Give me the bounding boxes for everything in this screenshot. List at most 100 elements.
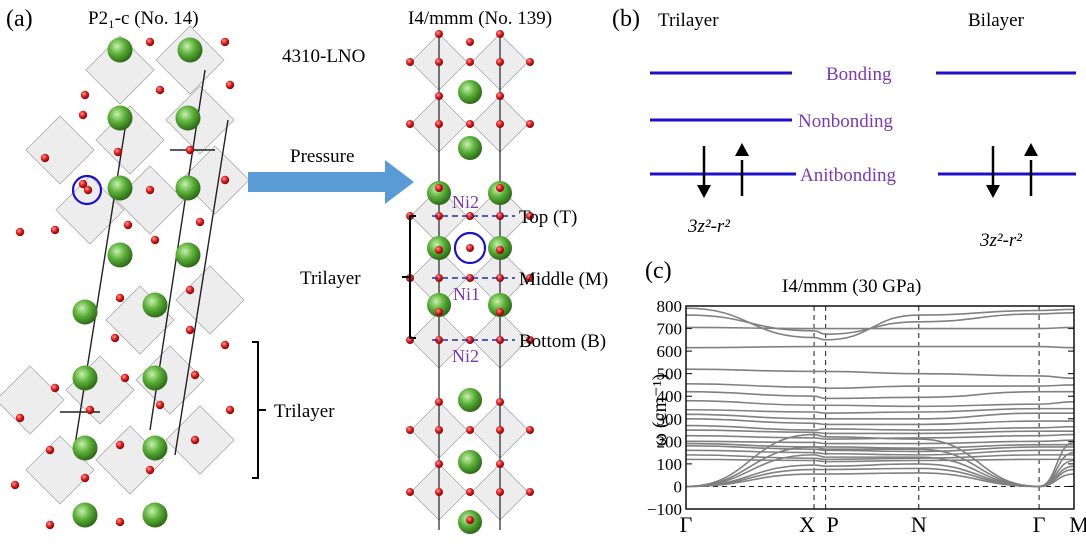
oxygen-atom [466, 488, 474, 496]
left-la-atoms [72, 37, 203, 528]
right-structure-title: I4/mmm (No. 139) [408, 8, 552, 29]
y-tick-label: 0 [674, 477, 683, 496]
phonon-branch-15 [685, 442, 1074, 449]
oxygen-atom [225, 405, 235, 415]
oxygen-atom [220, 175, 230, 185]
left-trilayer-bracket [252, 341, 266, 479]
oxygen-atom [185, 325, 195, 335]
oxygen-atom [115, 517, 125, 527]
panel-c-label: (c) [645, 258, 672, 284]
phonon-branch-4 [685, 368, 1075, 379]
oxygen-atom [115, 293, 125, 303]
right-trilayer-bracket [402, 215, 416, 339]
lanthanum-atom [107, 242, 133, 268]
lanthanum-atom [488, 181, 512, 205]
layer-guides [432, 215, 515, 341]
right-trilayer-label: Trilayer [300, 268, 361, 289]
y-tick-label: 400 [657, 387, 683, 406]
lanthanum-atom [142, 502, 168, 528]
left-trilayer-label: Trilayer [274, 401, 335, 422]
oxygen-atom [190, 435, 200, 445]
oxygen-atom [185, 145, 195, 155]
y-tick-label: 300 [657, 410, 683, 429]
x-tick-label: X [799, 512, 815, 537]
oxygen-atom [40, 153, 50, 163]
y-tick-label: 700 [657, 320, 683, 339]
oxygen-atom [145, 37, 155, 47]
phonon-branch-9 [685, 412, 1075, 420]
oxygen-atom [466, 244, 474, 252]
lanthanum-atom [458, 80, 482, 104]
chart-title: I4/mmm (30 GPa) [782, 276, 921, 297]
oxygen-atom [83, 185, 93, 195]
nio6-octahedron [65, 355, 135, 425]
oxygen-atom [526, 336, 534, 344]
left-o-atoms [10, 37, 235, 530]
oxygen-atom [496, 308, 504, 316]
oxygen-atom [435, 30, 443, 38]
oxygen-atom [496, 336, 504, 344]
x-tick-label: M [1069, 512, 1086, 537]
trilayer-title: Trilayer [658, 10, 719, 31]
lanthanum-atom [458, 136, 482, 160]
phonon-branch-12 [685, 429, 1074, 435]
lanthanum-atom [175, 105, 201, 131]
oxygen-atom [155, 85, 165, 95]
lanthanum-atom [427, 181, 451, 205]
lanthanum-atom [175, 175, 201, 201]
oxygen-atom [406, 488, 414, 496]
oxygen-atom [435, 460, 443, 468]
oxygen-atom [80, 90, 90, 100]
oxygen-atom [435, 336, 443, 344]
right-o-atoms [406, 30, 534, 524]
oxygen-atom [435, 246, 443, 254]
highlight-circle-right [453, 231, 487, 265]
bonding-label: Bonding [826, 64, 892, 85]
oxygen-atom [466, 274, 474, 282]
ni2-top-label: Ni2 [452, 192, 479, 212]
oxygen-atom [15, 227, 25, 237]
oxygen-atom [526, 212, 534, 220]
plot-frame [685, 305, 1075, 510]
oxygen-atom [526, 120, 534, 128]
oxygen-atom [435, 308, 443, 316]
pressure-label: Pressure [290, 146, 354, 167]
phonon-branch-16 [685, 445, 1074, 453]
lanthanum-atom [142, 365, 168, 391]
oxygen-atom [45, 445, 55, 455]
oxygen-atom [466, 38, 474, 46]
oxygen-atom [110, 333, 120, 343]
y-tick-label: 600 [657, 342, 683, 361]
oxygen-atom [145, 185, 155, 195]
left-structure-title: P2₁-c (No. 14) [88, 8, 199, 29]
y-tick-label: 500 [657, 365, 683, 384]
oxygen-atom [155, 400, 165, 410]
y-axis-label: ω (cm⁻¹) [649, 374, 671, 446]
oxygen-atom [435, 120, 443, 128]
oxygen-atom [466, 120, 474, 128]
phonon-branch-2 [685, 326, 1075, 330]
lanthanum-atom [458, 450, 482, 474]
oxygen-atom [496, 212, 504, 220]
nio6-octahedron [85, 35, 155, 105]
oxygen-atom [190, 370, 200, 380]
y-tick-labels: −100 0 100 200 300 400 500 600 700 800 [647, 297, 682, 519]
oxygen-atom [496, 274, 504, 282]
oxygen-atom [496, 488, 504, 496]
highlight-circle-left [71, 174, 103, 206]
energy-levels [650, 71, 1076, 176]
oxygen-atom [435, 212, 443, 220]
oxygen-atom [50, 225, 60, 235]
oxygen-atom [185, 285, 195, 295]
nio6-octahedron [165, 405, 235, 475]
oxygen-atom [225, 80, 235, 90]
chart-guides [686, 305, 1074, 510]
lanthanum-atom [458, 388, 482, 412]
oxygen-atom [526, 488, 534, 496]
lanthanum-atom [72, 502, 98, 528]
lanthanum-atom [427, 293, 451, 317]
oxygen-atom [15, 413, 25, 423]
lanthanum-atom [107, 37, 133, 63]
phonon-branch-25 [685, 433, 1075, 488]
spin-arrows [697, 143, 1038, 198]
